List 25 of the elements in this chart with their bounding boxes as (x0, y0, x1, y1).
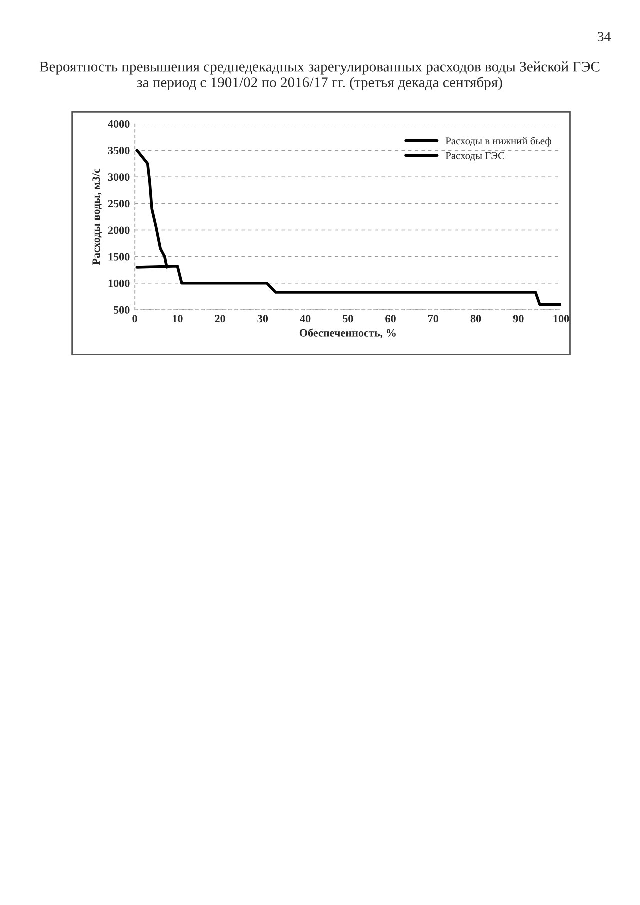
y-tick-label: 2000 (108, 226, 130, 234)
x-tick-label: 50 (343, 315, 354, 323)
x-tick-label: 80 (470, 315, 482, 323)
x-tick-label: 100 (554, 315, 570, 323)
y-tick-label: 1500 (108, 253, 130, 261)
text: 34 (598, 32, 611, 42)
y-tick-label: 4000 (108, 120, 130, 128)
x-tick-label: 60 (386, 315, 396, 323)
legend-label: Расходы ГЭС (446, 152, 504, 162)
x-tick-label: 10 (173, 315, 183, 323)
legend-label: Расходы в нижний бьеф (446, 137, 552, 147)
y-tick-label: 2500 (108, 200, 130, 208)
y-tick-label: 3500 (108, 147, 130, 155)
x-tick-label: 70 (428, 315, 439, 323)
y-tick-label: 1000 (108, 280, 130, 288)
x-tick-label: 30 (258, 315, 268, 323)
y-tick-label: 3000 (108, 174, 130, 182)
x-tick-label: 40 (300, 315, 311, 323)
chart-title: Вероятность превышения среднедекадных зарегулированных расходов воды Зейской ГЭС за период с 1901/02 по 2016/17 гг. (третья декада сентября) (40, 62, 600, 90)
y-tick-label: 500 (114, 306, 130, 314)
x-tick-label: 90 (513, 315, 524, 323)
x-axis-title: Обеспеченность, % (300, 328, 396, 338)
y-axis-title: Расходы воды, м3/с (92, 168, 102, 266)
x-tick-label: 0 (132, 315, 138, 323)
x-tick-label: 20 (215, 315, 226, 323)
